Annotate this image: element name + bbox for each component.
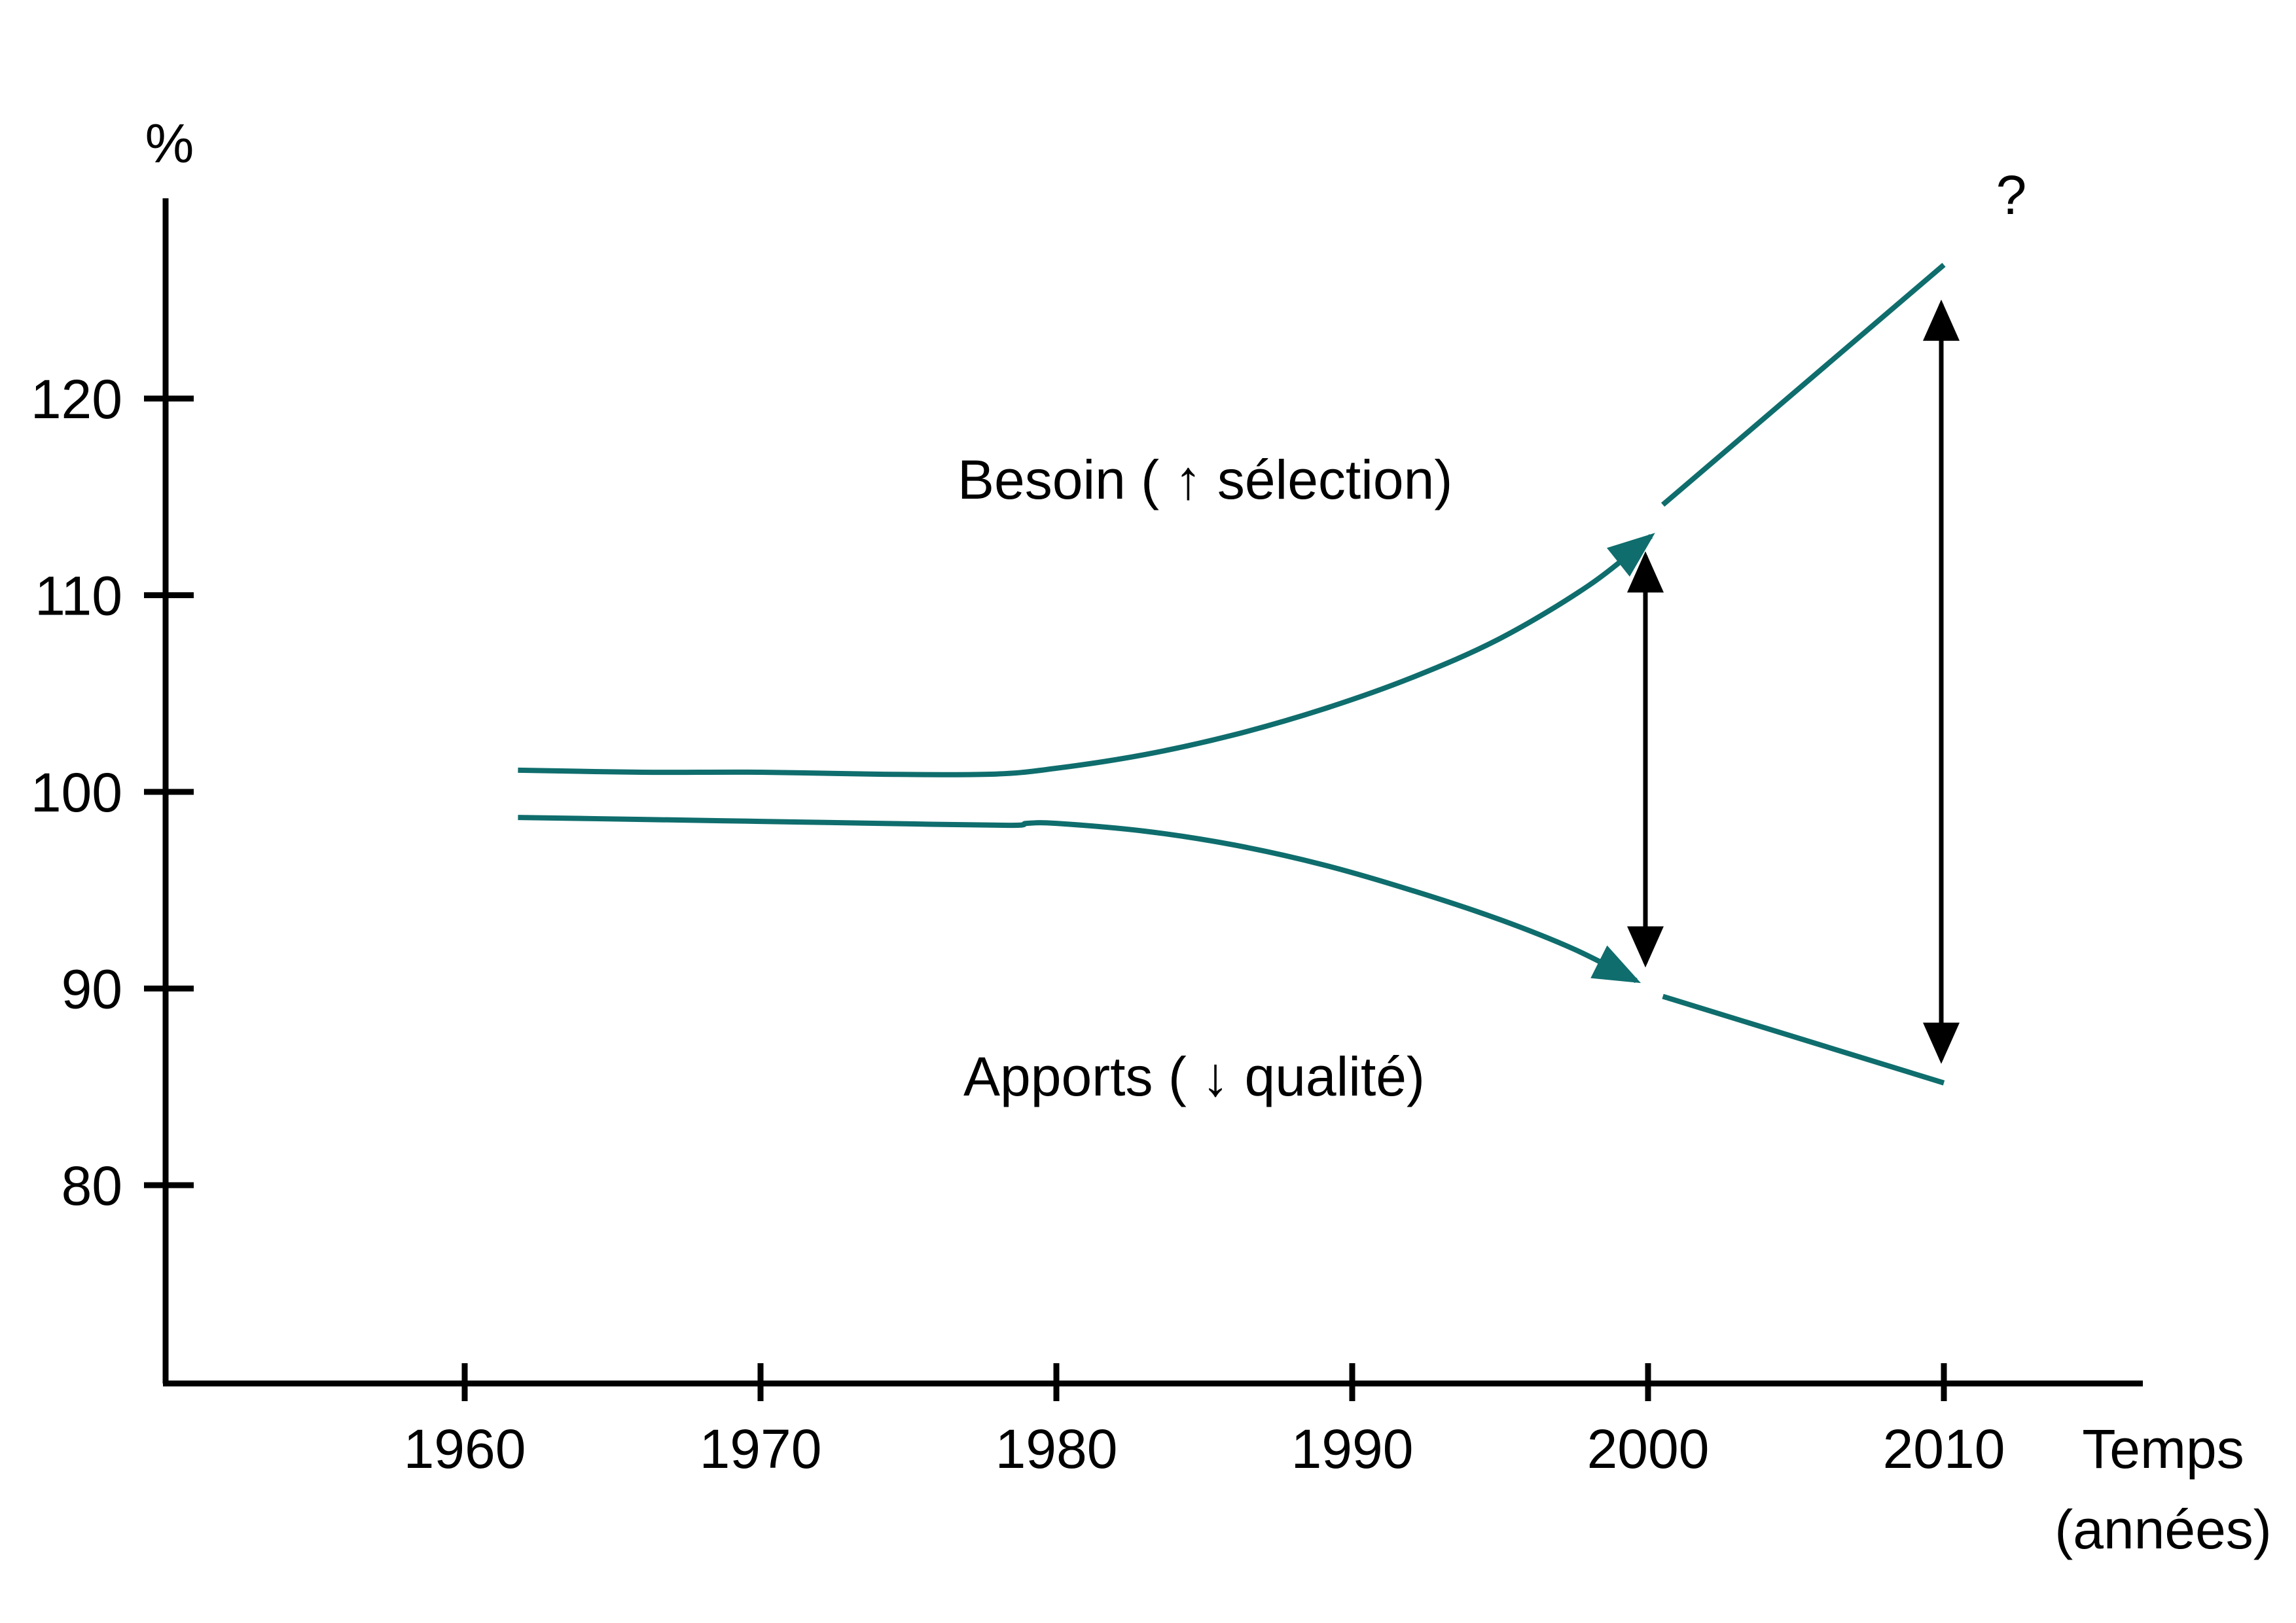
besoin-label: Besoin ( ↑ sélection) (958, 449, 1452, 510)
x-tick-label-2010: 2010 (1883, 1418, 2005, 1480)
series-line-2 (518, 815, 1641, 984)
x-tick-label-1960: 1960 (404, 1418, 526, 1480)
x-tick-label-2000: 2000 (1587, 1418, 1710, 1480)
series-projection-1 (1661, 262, 1946, 507)
series-layer (518, 262, 1946, 1086)
series-projection-2 (1662, 993, 1945, 1086)
x-ticks: 1960 1970 1980 1990 2000 2010 (404, 1363, 2005, 1480)
y-axis-label: % (145, 113, 194, 174)
question-mark-label: ? (1996, 164, 2027, 226)
apports-label: Apports ( ↓ qualité) (963, 1046, 1425, 1107)
x-tick-label-1990: 1990 (1291, 1418, 1414, 1480)
y-tick-label-110: 110 (35, 565, 122, 627)
x-tick-label-1970: 1970 (700, 1418, 822, 1480)
y-tick-label-80: 80 (62, 1155, 122, 1217)
series-line-1 (518, 533, 1655, 777)
y-tick-label-90: 90 (62, 959, 122, 1020)
x-axis-label-line2: (années) (2054, 1499, 2272, 1560)
y-tick-label-120: 120 (31, 368, 122, 430)
x-tick-label-1980: 1980 (996, 1418, 1118, 1480)
x-axis-label-line1: Temps (2082, 1418, 2244, 1480)
y-ticks: 80 90 100 110 120 (31, 368, 194, 1217)
y-tick-label-100: 100 (31, 762, 122, 823)
gap-arrows (1627, 299, 1960, 1064)
